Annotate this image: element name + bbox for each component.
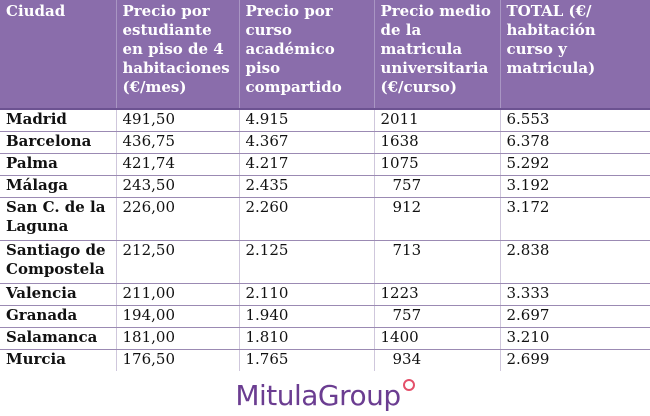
course-price-cell: 1.810 bbox=[239, 327, 375, 350]
tuition-cell: 1223 bbox=[374, 283, 501, 306]
table-row: Málaga 243,50 2.435 757 3.192 bbox=[0, 175, 650, 198]
course-price-cell: 2.125 bbox=[239, 240, 375, 284]
total-cell: 2.697 bbox=[500, 305, 650, 328]
table-row: Valencia 211,00 2.110 1223 3.333 bbox=[0, 283, 650, 306]
monthly-price-cell: 243,50 bbox=[116, 175, 240, 198]
tuition-cell: 757 bbox=[374, 175, 501, 198]
total-cell: 3.192 bbox=[500, 175, 650, 198]
total-cell: 3.210 bbox=[500, 327, 650, 350]
table-row: Murcia 176,50 1.765 934 2.699 bbox=[0, 349, 650, 371]
header-row: Ciudad Precio por estudiante en piso de … bbox=[0, 0, 650, 110]
table-row: Santiago de Compostela 212,50 2.125 713 … bbox=[0, 240, 650, 284]
student-cost-table: Ciudad Precio por estudiante en piso de … bbox=[0, 0, 650, 371]
table-row: Salamanca 181,00 1.810 1400 3.210 bbox=[0, 327, 650, 350]
city-cell: Salamanca bbox=[0, 327, 117, 350]
city-cell: Granada bbox=[0, 305, 117, 328]
city-cell: Valencia bbox=[0, 283, 117, 306]
tuition-cell: 1400 bbox=[374, 327, 501, 350]
city-cell: Murcia bbox=[0, 349, 117, 371]
header-total: TOTAL (€/ habitación curso y matricula) bbox=[500, 0, 650, 110]
logo-dot-icon bbox=[402, 379, 415, 391]
course-price-cell: 1.765 bbox=[239, 349, 375, 371]
tuition-cell: 757 bbox=[374, 305, 501, 328]
tuition-cell: 1075 bbox=[374, 153, 501, 176]
header-city: Ciudad bbox=[0, 0, 117, 110]
table-row: Granada 194,00 1.940 757 2.697 bbox=[0, 305, 650, 328]
price-table-container: Ciudad Precio por estudiante en piso de … bbox=[0, 0, 650, 371]
monthly-price-cell: 436,75 bbox=[116, 131, 240, 154]
table-row: Madrid 491,50 4.915 2011 6.553 bbox=[0, 109, 650, 132]
tuition-cell: 934 bbox=[374, 349, 501, 371]
course-price-cell: 4.217 bbox=[239, 153, 375, 176]
table-row: Palma 421,74 4.217 1075 5.292 bbox=[0, 153, 650, 176]
total-cell: 6.553 bbox=[500, 109, 650, 132]
monthly-price-cell: 226,00 bbox=[116, 197, 240, 241]
header-tuition: Precio medio de la matricula universitar… bbox=[374, 0, 501, 110]
course-price-cell: 2.435 bbox=[239, 175, 375, 198]
course-price-cell: 4.367 bbox=[239, 131, 375, 154]
table-row: Barcelona 436,75 4.367 1638 6.378 bbox=[0, 131, 650, 154]
city-cell: Palma bbox=[0, 153, 117, 176]
tuition-cell: 1638 bbox=[374, 131, 501, 154]
course-price-cell: 4.915 bbox=[239, 109, 375, 132]
monthly-price-cell: 176,50 bbox=[116, 349, 240, 371]
course-price-cell: 2.110 bbox=[239, 283, 375, 306]
city-cell: Málaga bbox=[0, 175, 117, 198]
city-cell: Madrid bbox=[0, 109, 117, 132]
monthly-price-cell: 421,74 bbox=[116, 153, 240, 176]
total-cell: 5.292 bbox=[500, 153, 650, 176]
monthly-price-cell: 194,00 bbox=[116, 305, 240, 328]
total-cell: 2.838 bbox=[500, 240, 650, 284]
total-cell: 2.699 bbox=[506, 350, 550, 368]
header-course-price: Precio por curso académico piso comparti… bbox=[239, 0, 375, 110]
mitulagroup-logo: Mitula Group bbox=[0, 374, 650, 416]
city-cell: Santiago de Compostela bbox=[0, 240, 117, 284]
total-cell: 3.333 bbox=[500, 283, 650, 306]
logo-text-group: Group bbox=[317, 378, 401, 412]
logo-text-mitula: Mitula bbox=[235, 378, 318, 412]
monthly-price-cell: 181,00 bbox=[116, 327, 240, 350]
city-cell: San C. de la Laguna bbox=[0, 197, 117, 241]
course-price-cell: 2.260 bbox=[239, 197, 375, 241]
table-row: San C. de la Laguna 226,00 2.260 912 3.1… bbox=[0, 197, 650, 241]
monthly-price-cell: 212,50 bbox=[116, 240, 240, 284]
tuition-cell: 713 bbox=[374, 240, 501, 284]
total-cell: 6.378 bbox=[500, 131, 650, 154]
total-cell: 3.172 bbox=[500, 197, 650, 241]
monthly-price-cell: 491,50 bbox=[116, 109, 240, 132]
monthly-price-cell: 211,00 bbox=[116, 283, 240, 306]
tuition-cell: 912 bbox=[374, 197, 501, 241]
header-monthly-price: Precio por estudiante en piso de 4 habit… bbox=[116, 0, 240, 110]
city-cell: Barcelona bbox=[0, 131, 117, 154]
course-price-cell: 1.940 bbox=[239, 305, 375, 328]
tuition-cell: 2011 bbox=[374, 109, 501, 132]
